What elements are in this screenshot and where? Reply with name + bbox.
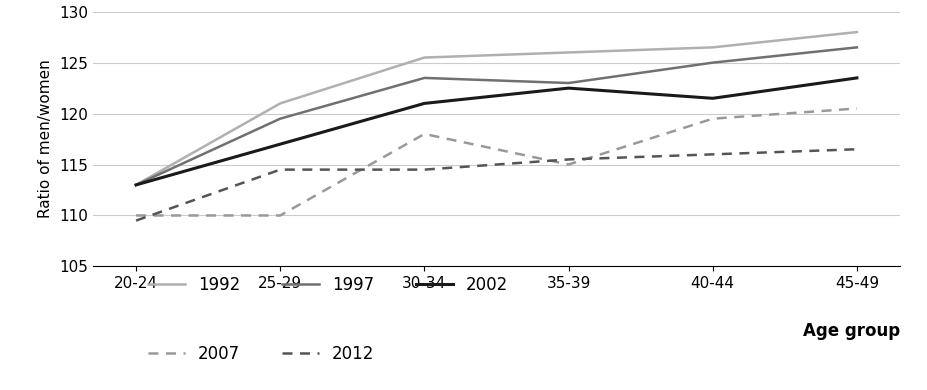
2002 [131,183,142,187]
2012 [850,147,861,152]
2012 [563,157,574,162]
1992 [131,183,142,187]
1997 [563,81,574,85]
2012 [418,167,429,172]
1992 [850,30,861,34]
1992 [563,50,574,55]
1992 [706,45,717,50]
2002 [274,142,286,147]
2007 [418,132,429,136]
2007 [706,116,717,121]
Line: 1992: 1992 [136,32,856,185]
Legend: 2007, 2012: 2007, 2012 [141,339,381,370]
2002 [706,96,717,101]
2007 [131,213,142,218]
1992 [418,55,429,60]
Line: 2007: 2007 [136,108,856,216]
2007 [850,106,861,111]
1997 [706,60,717,65]
1997 [850,45,861,50]
2012 [706,152,717,157]
2002 [850,76,861,80]
2002 [418,101,429,106]
Text: Age group: Age group [802,323,899,340]
Line: 2012: 2012 [136,149,856,221]
2007 [563,162,574,167]
2007 [274,213,286,218]
1992 [274,101,286,106]
1997 [131,183,142,187]
Line: 1997: 1997 [136,47,856,185]
Y-axis label: Ratio of men/women: Ratio of men/women [38,60,54,218]
1997 [274,116,286,121]
2012 [274,167,286,172]
1997 [418,76,429,80]
Line: 2002: 2002 [136,78,856,185]
2012 [131,218,142,223]
2002 [563,86,574,90]
